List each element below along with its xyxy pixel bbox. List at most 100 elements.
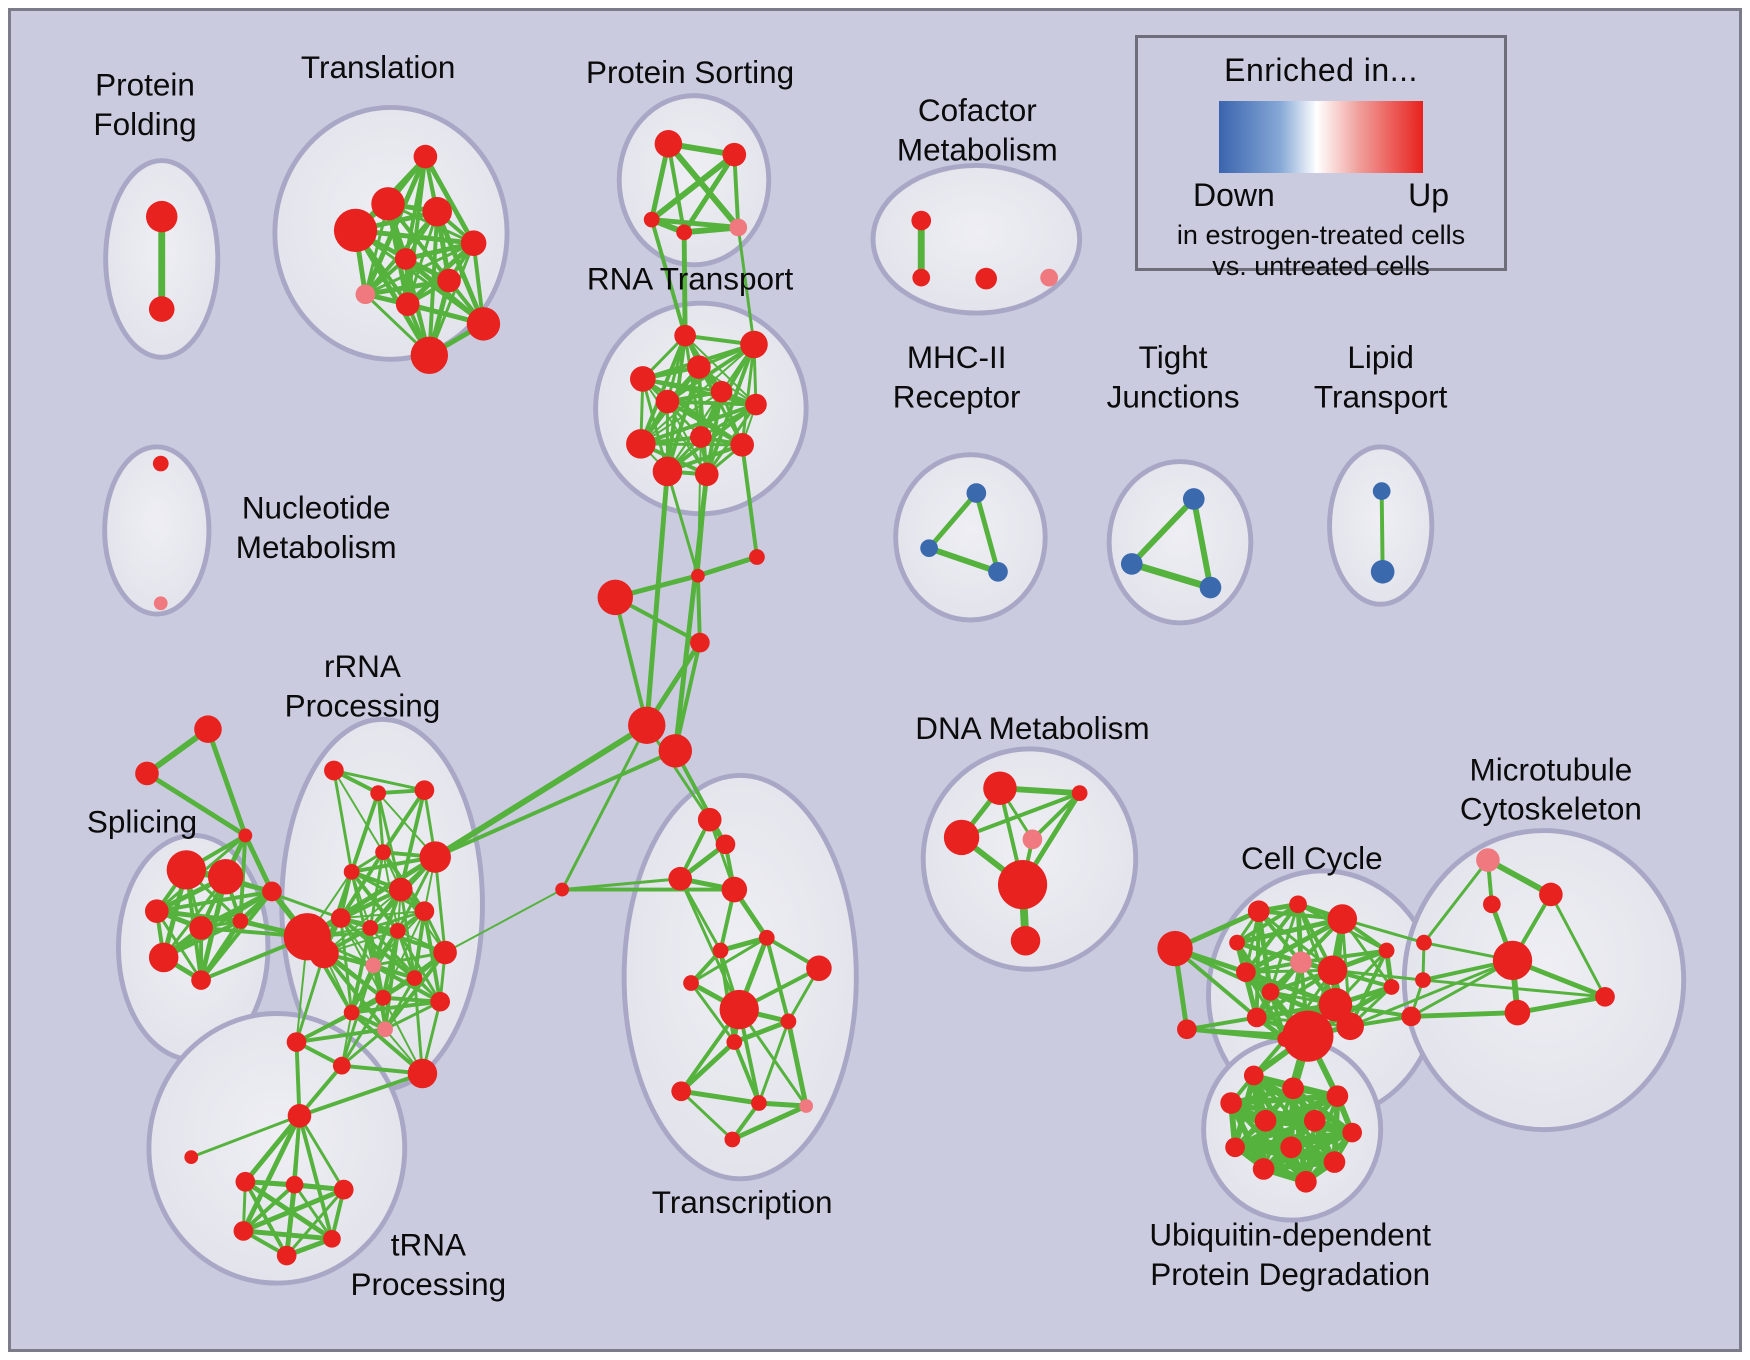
edge-ps xyxy=(681,152,737,235)
node-mh-0 xyxy=(966,483,987,503)
node-cc-0 xyxy=(1247,900,1270,923)
edge-link-br-rr xyxy=(305,723,649,939)
node-ps-0 xyxy=(654,130,683,158)
edge-rt xyxy=(638,402,758,446)
node-dn-5 xyxy=(1010,925,1041,956)
edge-rr xyxy=(295,1011,354,1044)
edge-lt xyxy=(1379,489,1385,574)
edge-cc xyxy=(1269,902,1300,994)
node-tx-3 xyxy=(721,876,748,903)
cluster-label-mh: MHC-II xyxy=(907,340,1007,375)
node-sp-7 xyxy=(262,881,282,902)
node-tx-7 xyxy=(683,975,699,991)
node-ps-4 xyxy=(729,218,748,237)
node-rr-17 xyxy=(430,991,450,1012)
node-tr-5 xyxy=(323,1229,341,1248)
node-tl-4 xyxy=(460,230,487,256)
node-br-6 xyxy=(628,706,666,744)
node-tj-0 xyxy=(1182,488,1205,510)
edge-tr xyxy=(242,1113,302,1185)
node-rt-4 xyxy=(710,380,733,403)
node-rr-2 xyxy=(414,780,435,801)
node-mt-0 xyxy=(1476,848,1500,872)
network-svg: Protein Folding Translation Protein Sorting… xyxy=(87,50,1687,1302)
node-mt-8 xyxy=(1401,1006,1422,1027)
node-ub-6 xyxy=(1342,1122,1362,1143)
node-tl-9 xyxy=(466,307,501,341)
node-tj-2 xyxy=(1199,576,1222,599)
node-cc-8 xyxy=(1246,1007,1267,1028)
node-ub-9 xyxy=(1323,1151,1346,1173)
node-rr-0 xyxy=(324,760,344,781)
edge-rr xyxy=(350,870,375,967)
edge-tr xyxy=(240,1228,335,1242)
edge-link-cc-mt xyxy=(1348,958,1514,1028)
cluster-label-lt: Lipid xyxy=(1347,340,1413,375)
node-rr-16 xyxy=(375,989,391,1006)
edge-rr xyxy=(295,952,326,1044)
node-cf-0 xyxy=(911,210,932,231)
node-ub-0 xyxy=(1243,1065,1264,1086)
edge-rr xyxy=(349,925,373,1015)
edge-link-br-cc xyxy=(1173,946,1259,1020)
node-rr-1 xyxy=(370,785,387,802)
edge-tx xyxy=(678,877,741,1012)
cluster-label-tj: Tight xyxy=(1139,340,1208,375)
edge-tr xyxy=(293,1183,334,1241)
edge-tr xyxy=(243,1179,289,1258)
legend-up-label: Up xyxy=(1408,177,1449,213)
node-tx-11 xyxy=(671,1081,692,1102)
node-rr-18 xyxy=(343,1004,360,1021)
node-nm-0 xyxy=(152,455,169,472)
node-sp-3 xyxy=(189,916,213,940)
edge-br xyxy=(695,573,702,645)
edge-cc xyxy=(1235,941,1334,972)
node-rt-10 xyxy=(652,456,683,487)
edge-rr xyxy=(340,1027,387,1068)
edge-link-br-tx xyxy=(645,723,712,822)
cluster-label-tj: Junctions xyxy=(1107,379,1240,414)
node-tr-1 xyxy=(235,1171,256,1192)
node-ub-11 xyxy=(1295,1170,1317,1193)
edge-rr xyxy=(398,788,427,892)
node-rt-7 xyxy=(626,429,656,459)
node-br-2 xyxy=(597,579,633,616)
node-cc-13 xyxy=(1378,942,1395,959)
edge-mt xyxy=(1408,1010,1520,1019)
node-mt-5 xyxy=(1595,986,1615,1007)
node-tr-0 xyxy=(287,1104,312,1128)
node-br-0 xyxy=(194,715,222,743)
edge-tx xyxy=(689,936,769,985)
edge-rr xyxy=(382,910,426,999)
node-rr-10 xyxy=(414,901,435,922)
edge-rt xyxy=(684,334,757,406)
edge-tl xyxy=(434,209,486,327)
node-ub-3 xyxy=(1220,1092,1242,1114)
edge-rr xyxy=(433,855,447,954)
node-rr-15 xyxy=(433,940,457,965)
node-mh-1 xyxy=(920,539,938,558)
edge-link-rr-tr xyxy=(297,1071,425,1118)
node-cc-4 xyxy=(1261,983,1280,1001)
node-br-8 xyxy=(555,882,570,897)
node-mh-2 xyxy=(988,561,1008,582)
node-br-4 xyxy=(749,549,765,565)
node-ub-1 xyxy=(1282,1077,1304,1100)
edge-sp xyxy=(242,832,275,894)
edge-rr xyxy=(322,951,388,1032)
cluster-label-mh: Receptor xyxy=(893,379,1021,414)
node-rr-12 xyxy=(309,938,339,969)
edge-tx xyxy=(718,935,770,954)
node-tl-1 xyxy=(371,187,405,221)
edge-rr xyxy=(371,951,447,967)
edge-tx xyxy=(757,1019,790,1105)
node-rt-5 xyxy=(655,389,680,414)
edge-link-br-tr xyxy=(189,1114,301,1159)
node-ub-7 xyxy=(1225,1137,1245,1158)
edge-cc xyxy=(1348,948,1389,1029)
node-sp-8 xyxy=(238,828,253,843)
edge-cc xyxy=(1243,916,1345,975)
node-br-11 xyxy=(184,1150,199,1165)
edge-tr xyxy=(285,1188,346,1258)
node-sp-2 xyxy=(145,899,169,924)
